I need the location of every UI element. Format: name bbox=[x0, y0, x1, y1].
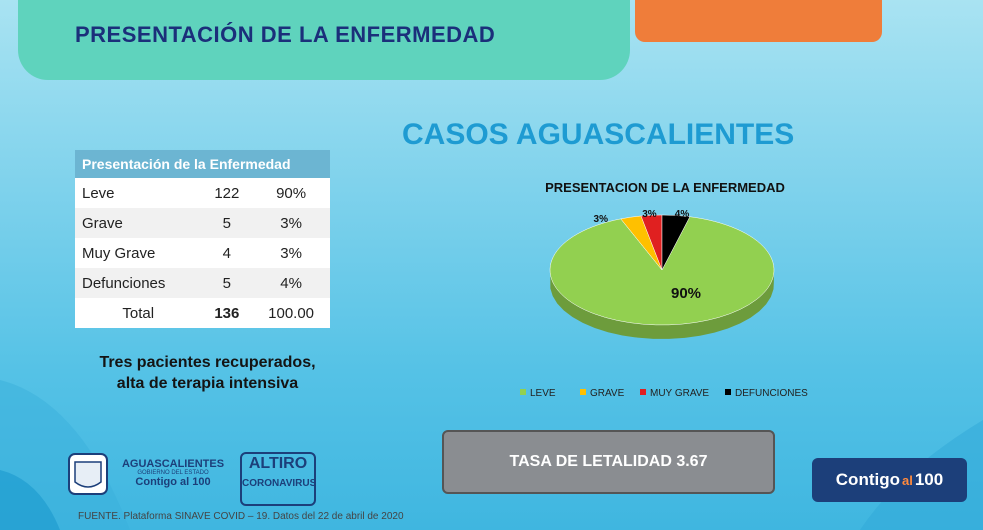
table-row: Defunciones 5 4% bbox=[75, 268, 330, 298]
total-percent: 100.00 bbox=[252, 298, 330, 328]
government-label: GOBIERNO DEL ESTADO bbox=[137, 470, 209, 476]
legend-label: MUY GRAVE bbox=[650, 388, 709, 399]
row-percent: 3% bbox=[252, 208, 330, 238]
badge-number: 100 bbox=[914, 470, 944, 489]
title-banner bbox=[18, 0, 630, 80]
pie-chart: PRESENTACION DE LA ENFERMEDAD 90% 3% 3% 4% LE… bbox=[520, 180, 808, 399]
row-count: 122 bbox=[201, 178, 253, 208]
table-header: Presentación de la Enfermedad bbox=[75, 150, 330, 178]
coat-of-arms-icon bbox=[68, 453, 108, 495]
legend-label: GRAVE bbox=[590, 388, 625, 399]
data-label: 3% bbox=[642, 209, 657, 220]
state-name: AGUASCALIENTES bbox=[121, 458, 225, 470]
contigo-badge: Contigo al 100 bbox=[812, 458, 967, 502]
source-footer: FUENTE. Plataforma SINAVE COVID – 19. Da… bbox=[78, 511, 404, 522]
table-row: Leve 122 90% bbox=[75, 178, 330, 208]
table-total-row: Total 136 100.00 bbox=[75, 298, 330, 328]
pie-slice-side bbox=[550, 267, 774, 339]
pie-slice-leve bbox=[549, 216, 775, 326]
altiro-logo: ALTIRO CORONAVIRUS bbox=[240, 452, 316, 506]
badge-word: Contigo bbox=[835, 470, 900, 489]
pie-slice-defunciones bbox=[661, 214, 691, 271]
row-label: Grave bbox=[75, 208, 202, 238]
note-line: Tres pacientes recuperados, bbox=[99, 354, 316, 371]
total-label: Total bbox=[75, 298, 202, 328]
legend-swatch bbox=[520, 389, 526, 395]
data-label: 4% bbox=[675, 209, 690, 220]
legend-swatch bbox=[640, 389, 646, 395]
row-label: Muy Grave bbox=[75, 238, 202, 268]
row-count: 4 bbox=[201, 238, 253, 268]
row-count: 5 bbox=[201, 208, 253, 238]
legend-label: LEVE bbox=[530, 388, 556, 399]
total-count: 136 bbox=[201, 298, 253, 328]
data-label: 3% bbox=[594, 214, 609, 225]
table-row: Grave 5 3% bbox=[75, 208, 330, 238]
row-label: Defunciones bbox=[75, 268, 202, 298]
recovery-note: Tres pacientes recuperados, alta de tera… bbox=[70, 352, 345, 394]
row-count: 5 bbox=[201, 268, 253, 298]
disease-table: Presentación de la Enfermedad Leve 122 9… bbox=[75, 150, 330, 328]
row-label: Leve bbox=[75, 178, 202, 208]
legend-swatch bbox=[725, 389, 731, 395]
badge-word: al bbox=[901, 472, 913, 488]
lethality-rate-box: TASA DE LETALIDAD 3.67 bbox=[442, 430, 775, 494]
row-percent: 90% bbox=[252, 178, 330, 208]
note-line: alta de terapia intensiva bbox=[116, 375, 299, 392]
state-logo-group: AGUASCALIENTES GOBIERNO DEL ESTADO Conti… bbox=[63, 448, 224, 505]
table-row: Muy Grave 4 3% bbox=[75, 238, 330, 268]
altiro-text: ALTIRO bbox=[248, 455, 308, 472]
legend-label: DEFUNCIONES bbox=[735, 388, 808, 399]
data-label: 90% bbox=[671, 285, 701, 302]
row-percent: 3% bbox=[252, 238, 330, 268]
orange-accent-box bbox=[635, 0, 882, 42]
row-percent: 4% bbox=[252, 268, 330, 298]
slogan: Contigo al 100 bbox=[135, 476, 211, 488]
legend-swatch bbox=[580, 389, 586, 395]
page-title: PRESENTACIÓN DE LA ENFERMEDAD bbox=[75, 22, 496, 47]
section-title: CASOS AGUASCALIENTES bbox=[402, 118, 795, 151]
coronavirus-text: CORONAVIRUS bbox=[242, 478, 317, 489]
chart-title: PRESENTACION DE LA ENFERMEDAD bbox=[545, 180, 785, 195]
